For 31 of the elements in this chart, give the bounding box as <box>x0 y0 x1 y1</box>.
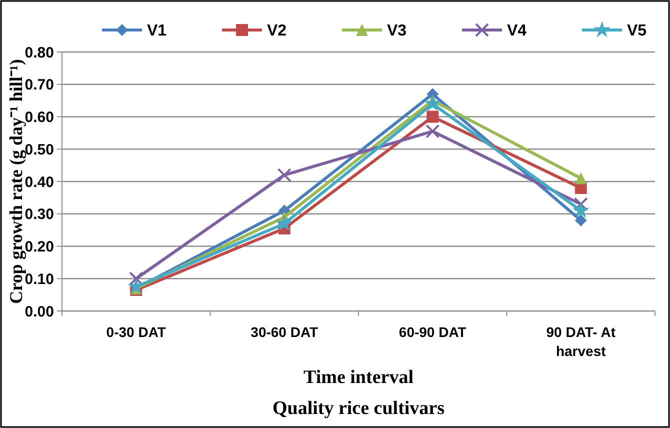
point <box>277 168 292 182</box>
legend-label: V5 <box>627 22 647 40</box>
legend-label: V4 <box>507 22 527 40</box>
legend-label: V2 <box>267 22 287 40</box>
legend-label: V3 <box>387 22 407 40</box>
y-tick-label: 0.80 <box>24 44 54 62</box>
text: Quality rice cultivars <box>272 398 445 419</box>
point <box>426 110 439 123</box>
y-tick-label: 0.70 <box>24 76 54 94</box>
y-tick-label: 0.40 <box>24 174 54 191</box>
legend-label: V1 <box>147 22 167 40</box>
y-tick-label: 0.30 <box>24 206 54 224</box>
y-tick-label: 0.00 <box>24 303 54 320</box>
x-tick-label: 90 DAT- At harvest <box>546 324 616 359</box>
y-tick-label: 0.10 <box>24 270 54 288</box>
point <box>276 214 293 231</box>
point <box>129 272 144 286</box>
x-tick-label: 60-90 DAT <box>398 324 467 340</box>
y-tick-label: 0.20 <box>24 238 54 256</box>
point <box>574 172 587 184</box>
x-axis-title: Time interval <box>304 367 414 388</box>
point <box>574 214 587 226</box>
point <box>572 202 590 218</box>
point <box>426 124 440 138</box>
y-axis-title: Crop growth rate (g day⁻¹ hill⁻¹) <box>6 59 26 304</box>
point <box>424 94 442 112</box>
y-tick-label: 0.50 <box>24 141 54 158</box>
y-tick-label: 0.60 <box>24 109 54 126</box>
x-tick-label: 0-30 DAT <box>106 324 166 340</box>
x-tick-label: 30-60 DAT <box>250 324 319 340</box>
point <box>574 197 588 212</box>
